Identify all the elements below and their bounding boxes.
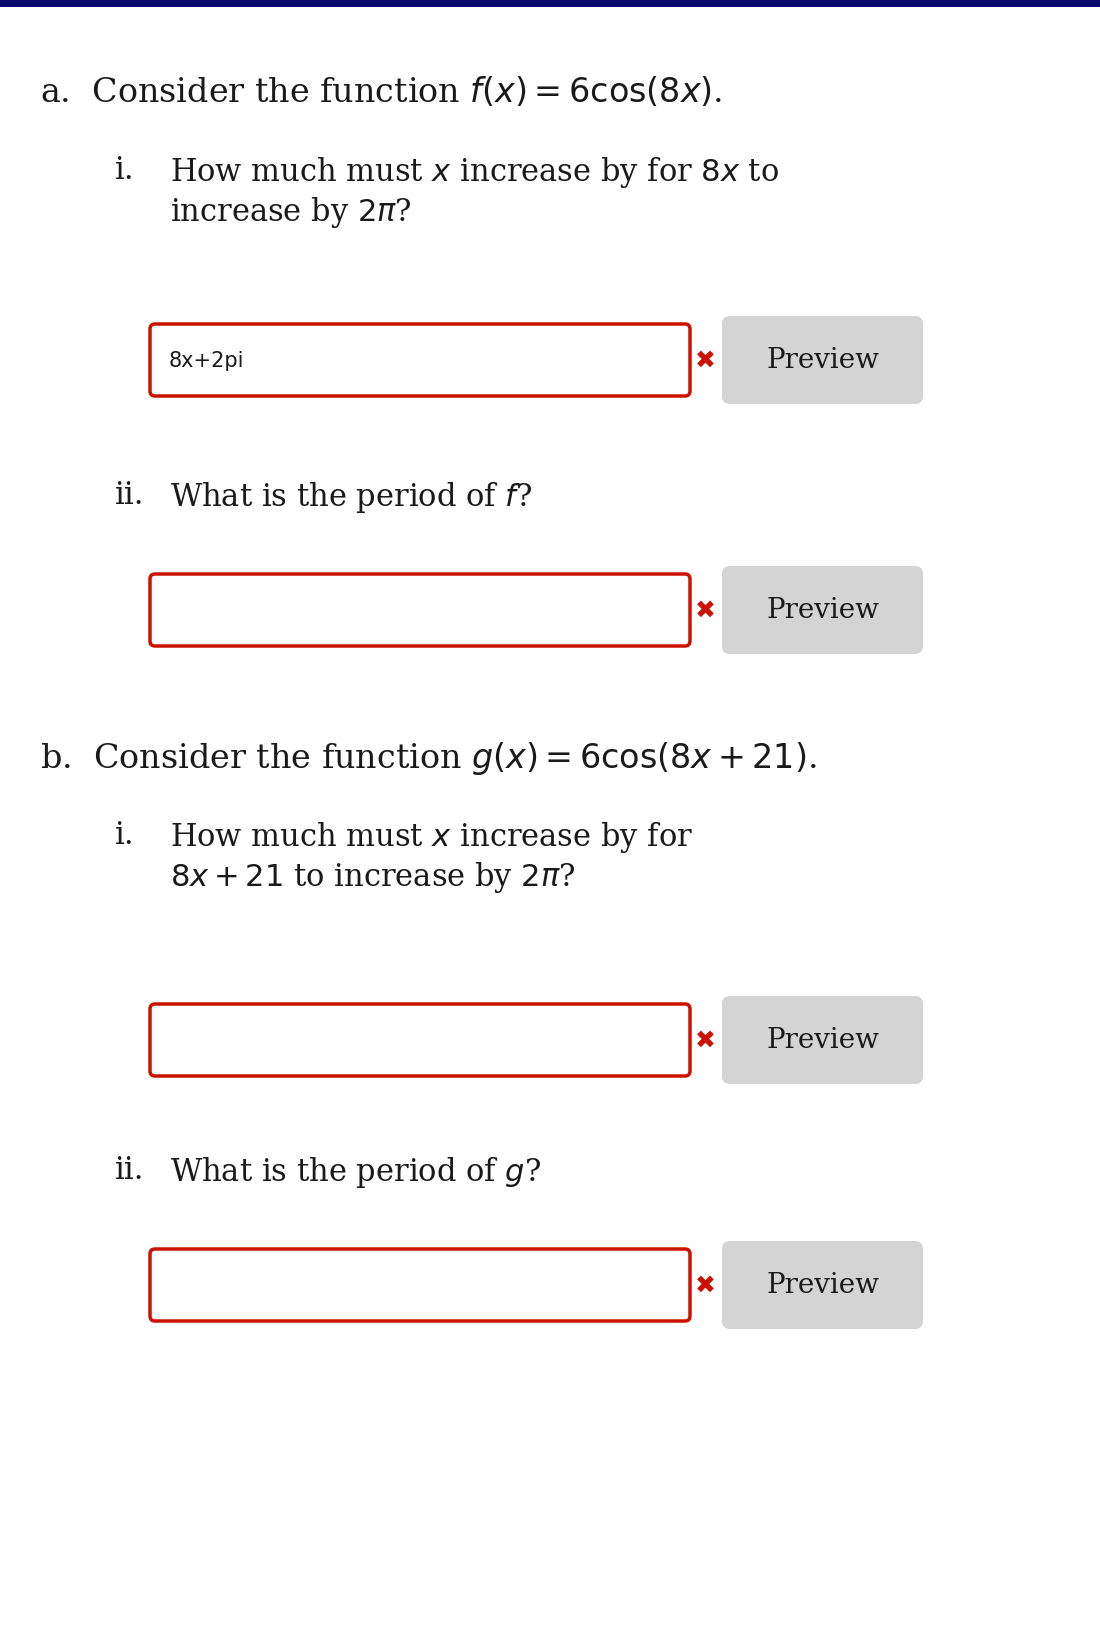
Bar [0, 0, 1100, 8]
Text: ✖: ✖ [694, 1274, 715, 1297]
Text: How much must $x$ increase by for: How much must $x$ increase by for [170, 819, 693, 854]
Text: 8x+2pi: 8x+2pi [169, 351, 244, 371]
Text: i.: i. [116, 155, 134, 186]
Text: increase by $2\pi$?: increase by $2\pi$? [170, 194, 411, 229]
Text: $8x + 21$ to increase by $2\pi$?: $8x + 21$ to increase by $2\pi$? [170, 859, 575, 895]
FancyBboxPatch shape [722, 997, 923, 1084]
FancyBboxPatch shape [722, 567, 923, 654]
Text: Preview: Preview [766, 597, 879, 625]
FancyBboxPatch shape [150, 1249, 690, 1322]
FancyBboxPatch shape [722, 316, 923, 405]
Text: ✖: ✖ [694, 349, 715, 372]
Text: What is the period of $g$?: What is the period of $g$? [170, 1154, 541, 1190]
Text: Preview: Preview [766, 1027, 879, 1053]
Text: How much must $x$ increase by for $8x$ to: How much must $x$ increase by for $8x$ t… [170, 155, 779, 190]
Text: ✖: ✖ [694, 598, 715, 623]
FancyBboxPatch shape [722, 1241, 923, 1330]
Text: Preview: Preview [766, 348, 879, 374]
Text: What is the period of $f$?: What is the period of $f$? [170, 480, 532, 514]
Text: ii.: ii. [116, 480, 144, 511]
FancyBboxPatch shape [150, 1004, 690, 1076]
FancyBboxPatch shape [150, 325, 690, 397]
FancyBboxPatch shape [150, 575, 690, 646]
Text: ✖: ✖ [694, 1028, 715, 1053]
Text: Preview: Preview [766, 1272, 879, 1299]
Text: i.: i. [116, 819, 134, 850]
Text: ii.: ii. [116, 1154, 144, 1185]
Text: b.  Consider the function $g(x) = 6\cos(8x + 21)$.: b. Consider the function $g(x) = 6\cos(8… [40, 740, 816, 776]
Text: a.  Consider the function $f(x) = 6\cos(8x)$.: a. Consider the function $f(x) = 6\cos(8… [40, 74, 723, 109]
